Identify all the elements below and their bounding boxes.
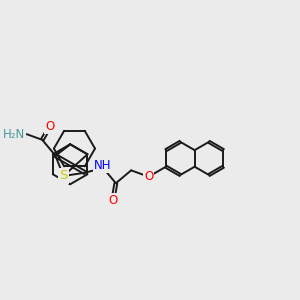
Text: NH: NH <box>94 159 112 172</box>
Text: S: S <box>59 169 68 182</box>
Text: H₂N: H₂N <box>3 128 25 141</box>
Text: O: O <box>45 120 55 133</box>
Text: O: O <box>144 170 153 183</box>
Text: O: O <box>108 194 118 207</box>
